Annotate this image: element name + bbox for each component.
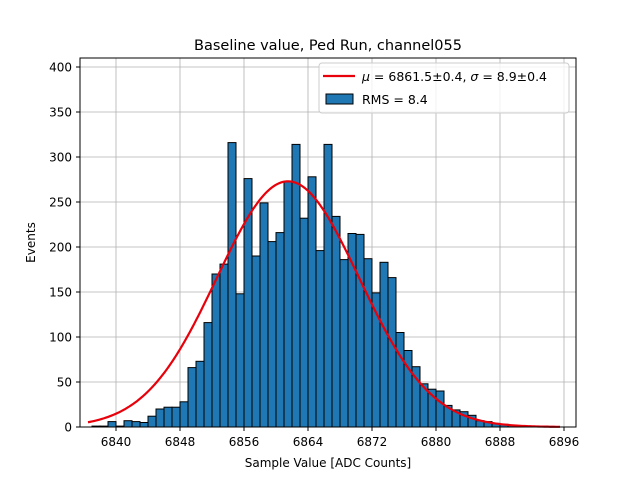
histogram-bar: [147, 415, 157, 428]
legend-mu-symbol: μ: [361, 69, 370, 84]
x-tick-label: 6896: [549, 435, 580, 449]
histogram-bar: [395, 332, 405, 428]
histogram-bar: [331, 215, 341, 428]
histogram-bar: [123, 420, 133, 428]
gaussian-fit-curve: [87, 180, 561, 428]
histogram-bar: [339, 259, 349, 428]
y-tick-label: 400: [49, 61, 72, 75]
histogram-bar: [355, 233, 365, 428]
y-tick-label: 50: [57, 376, 72, 390]
histogram-bar: [283, 180, 293, 428]
histogram-bar: [203, 322, 213, 428]
histogram-bar: [363, 258, 373, 428]
histogram-bar: [139, 422, 149, 428]
histogram-bar: [307, 176, 317, 428]
legend-sigma-symbol: σ: [470, 69, 479, 84]
plot-frame: [79, 57, 577, 428]
histogram-bar: [315, 250, 325, 428]
y-axis-label: Events: [24, 222, 38, 263]
x-tick-label: 6880: [421, 435, 452, 449]
histogram-bar: [195, 360, 205, 428]
y-tick-label: 350: [49, 106, 72, 120]
histogram-bar: [291, 143, 301, 428]
histogram-bar: [163, 406, 173, 428]
histogram-bar: [379, 261, 389, 428]
histogram-bar: [107, 421, 117, 428]
histogram-bars: [91, 142, 549, 428]
histogram-bar: [267, 241, 277, 428]
histogram-bar: [171, 406, 181, 428]
x-tick-label: 6864: [293, 435, 324, 449]
histogram-bar: [131, 421, 141, 428]
x-tick-label: 6888: [485, 435, 516, 449]
x-axis-ticks: 6840 6848 6856 6864 6872 6880 6888 6896: [101, 427, 580, 449]
histogram-bar: [299, 217, 309, 428]
legend-sigma-value: = 8.9±0.4: [478, 69, 547, 84]
histogram-bar: [187, 367, 197, 428]
y-tick-label: 0: [64, 421, 72, 435]
histogram-bar: [155, 408, 165, 428]
x-axis-label: Sample Value [ADC Counts]: [245, 456, 411, 470]
y-tick-label: 250: [49, 196, 72, 210]
legend-frame: [318, 62, 570, 114]
histogram-bar: [219, 263, 229, 428]
legend-histogram-label: RMS = 8.4: [362, 92, 428, 107]
y-tick-label: 300: [49, 151, 72, 165]
x-tick-label: 6856: [229, 435, 260, 449]
y-axis-ticks: 0 50 100 150 200 250 300 350 400: [49, 61, 80, 435]
histogram-bar: [323, 143, 333, 428]
histogram-bar: [275, 232, 285, 428]
chart-title: Baseline value, Ped Run, channel055: [194, 38, 462, 54]
y-tick-label: 200: [49, 241, 72, 255]
histogram-bar: [179, 401, 189, 428]
x-tick-label: 6848: [165, 435, 196, 449]
legend-histogram-swatch: [325, 93, 354, 105]
histogram-bar: [251, 255, 261, 428]
histogram-bar: [235, 293, 245, 428]
histogram-bar: [435, 390, 445, 428]
x-tick-label: 6872: [357, 435, 388, 449]
legend: μ = 6861.5±0.4, σ = 8.9±0.4 RMS = 8.4: [318, 62, 570, 114]
legend-fit-label: μ = 6861.5±0.4, σ = 8.9±0.4: [361, 69, 547, 84]
legend-mu-value: = 6861.5±0.4,: [370, 69, 470, 84]
y-tick-label: 150: [49, 286, 72, 300]
histogram-bar: [387, 277, 397, 428]
fit-curve-group: [87, 180, 561, 428]
x-tick-label: 6840: [101, 435, 132, 449]
histogram-bar: [211, 273, 221, 428]
histogram-bar: [259, 202, 269, 428]
y-tick-label: 100: [49, 331, 72, 345]
histogram-bar: [227, 142, 237, 428]
